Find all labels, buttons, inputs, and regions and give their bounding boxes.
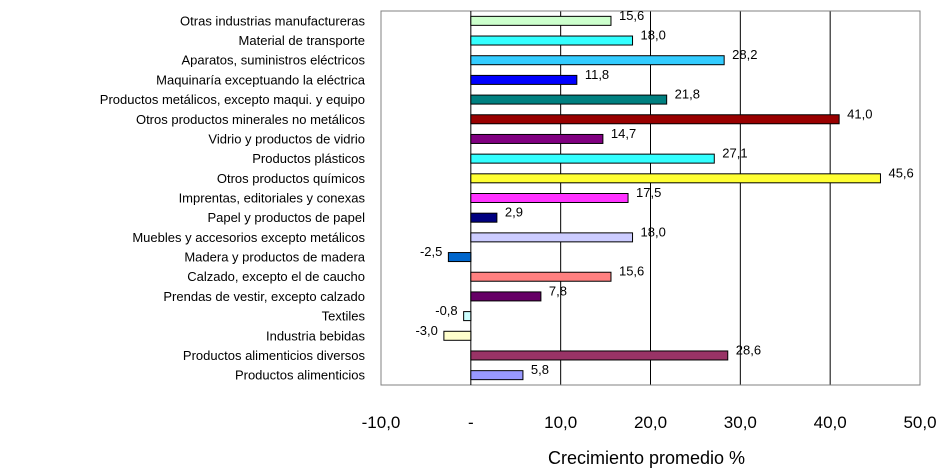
value-label-9: 17,5 (636, 185, 661, 200)
category-labels: Otras industrias manufactureras Material … (100, 13, 366, 382)
bar-1 (470, 35, 634, 46)
value-label-13: 15,6 (619, 264, 644, 279)
bar-12 (447, 252, 472, 263)
category-label-11: Muebles y accesorios excepto metálicos (132, 230, 365, 245)
x-tick-label-6: 50,0 (903, 413, 936, 432)
bar-0 (470, 15, 612, 26)
bar-5 (470, 114, 840, 125)
x-tick-label-3: 20,0 (634, 413, 667, 432)
x-tick-label-0: -10,0 (362, 413, 401, 432)
bar-4 (470, 94, 668, 105)
category-label-17: Productos alimenticios diversos (183, 348, 366, 363)
bar-15 (463, 311, 472, 322)
category-label-13: Calzado, excepto el de caucho (187, 269, 365, 284)
value-label-1: 18,0 (641, 28, 666, 43)
bar-9 (470, 193, 629, 203)
category-label-9: Imprentas, editoriales y conexas (179, 191, 366, 206)
x-tick-label-1: - (468, 413, 474, 432)
bar-13 (470, 271, 612, 282)
value-label-5: 41,0 (847, 106, 872, 121)
category-label-16: Industria bebidas (266, 328, 366, 343)
x-tick-label-4: 30,0 (724, 413, 757, 432)
bar-11 (470, 232, 634, 243)
category-label-8: Otros productos químicos (217, 171, 366, 186)
value-labels: 15,6 18,0 28,2 11,8 21,8 41,0 14,7 27,1 45,6 17,5… (415, 8, 913, 377)
category-label-4: Productos metálicos, excepto maqui. y eq… (100, 92, 365, 107)
category-label-15: Textiles (322, 309, 366, 324)
x-tick-label-2: 10,0 (544, 413, 577, 432)
category-label-10: Papel y productos de papel (207, 210, 365, 225)
category-label-2: Aparatos, suministros eléctricos (181, 53, 365, 68)
bar-6 (470, 133, 604, 144)
value-label-6: 14,7 (611, 126, 636, 141)
bar-18 (470, 370, 524, 381)
value-label-11: 18,0 (641, 224, 666, 239)
value-label-12: -2,5 (420, 244, 442, 259)
x-tick-label-5: 40,0 (814, 413, 847, 432)
x-tick-labels: -10,0-10,0 20,0 30,0 40,0 50,0 (362, 413, 937, 432)
category-label-7: Productos plásticos (252, 151, 365, 166)
bar-3 (470, 74, 578, 85)
x-axis-title: Crecimiento promedio % (548, 448, 745, 468)
category-label-5: Otros productos minerales no metálicos (136, 112, 366, 127)
plot-area-frame (380, 10, 921, 386)
value-label-10: 2,9 (505, 205, 523, 220)
bar-8 (470, 173, 881, 184)
category-label-14: Prendas de vestir, excepto calzado (163, 289, 365, 304)
value-label-4: 21,8 (675, 87, 700, 102)
category-label-3: Maquinaría exceptuando la eléctrica (156, 72, 366, 87)
value-label-0: 15,6 (619, 8, 644, 23)
bars (443, 15, 881, 381)
value-label-16: -3,0 (415, 323, 437, 338)
category-label-18: Productos alimenticios (235, 368, 366, 383)
category-label-12: Madera y productos de madera (184, 250, 365, 265)
value-label-3: 11,8 (585, 67, 609, 82)
bar-7 (470, 153, 715, 164)
bar-14 (470, 291, 542, 302)
value-label-15: -0,8 (435, 303, 457, 318)
bar-17 (470, 350, 729, 361)
bar-16 (443, 330, 472, 341)
value-label-14: 7,8 (549, 283, 567, 298)
bar-10 (470, 212, 498, 223)
category-label-6: Vidrio y productos de vidrio (208, 131, 365, 146)
bar-2 (470, 55, 725, 66)
value-label-8: 45,6 (888, 165, 913, 180)
value-label-18: 5,8 (531, 362, 549, 377)
value-label-7: 27,1 (722, 146, 747, 161)
category-label-0: Otras industrias manufactureras (180, 13, 365, 28)
category-label-1: Material de transporte (239, 33, 365, 48)
value-label-2: 28,2 (732, 47, 757, 62)
value-label-17: 28,6 (736, 342, 761, 357)
